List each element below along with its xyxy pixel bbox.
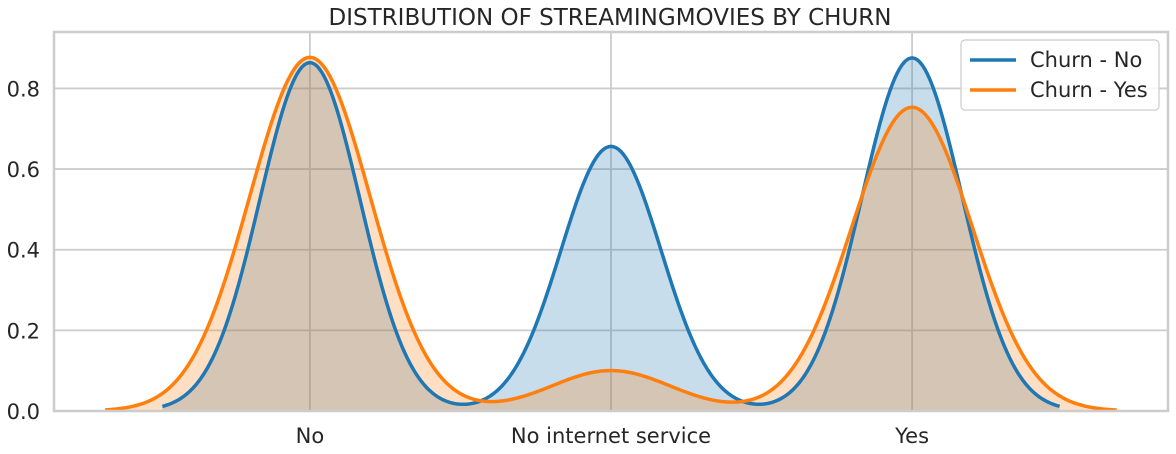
x-tick-label: No internet service <box>511 424 711 448</box>
y-tick-label: 0.2 <box>7 319 40 343</box>
density-area-churn-no <box>162 57 1060 412</box>
legend: Churn - No Churn - Yes <box>960 39 1160 111</box>
legend-label-churn-no: Churn - No <box>1030 48 1142 72</box>
density-lines <box>105 55 1117 412</box>
y-tick-label: 0.0 <box>7 400 40 424</box>
x-tick-label: No <box>296 424 325 448</box>
chart-title: DISTRIBUTION OF STREAMINGMOVIES BY CHURN <box>329 5 892 31</box>
x-tick-label: Yes <box>894 424 929 448</box>
legend-box <box>960 39 1160 111</box>
y-tick-label: 0.8 <box>7 77 40 101</box>
y-axis-ticks: 0.0 0.2 0.4 0.6 0.8 <box>7 77 40 424</box>
y-tick-label: 0.6 <box>7 158 40 182</box>
density-fills <box>105 57 1117 412</box>
y-tick-label: 0.4 <box>7 239 40 263</box>
plot-frame <box>52 30 1170 413</box>
density-line-churn-no <box>161 56 1061 409</box>
x-axis-ticks: No No internet service Yes <box>296 424 929 448</box>
density-area-churn-yes <box>105 57 1117 412</box>
legend-label-churn-yes: Churn - Yes <box>1030 78 1148 102</box>
density-line-churn-yes <box>105 55 1117 412</box>
